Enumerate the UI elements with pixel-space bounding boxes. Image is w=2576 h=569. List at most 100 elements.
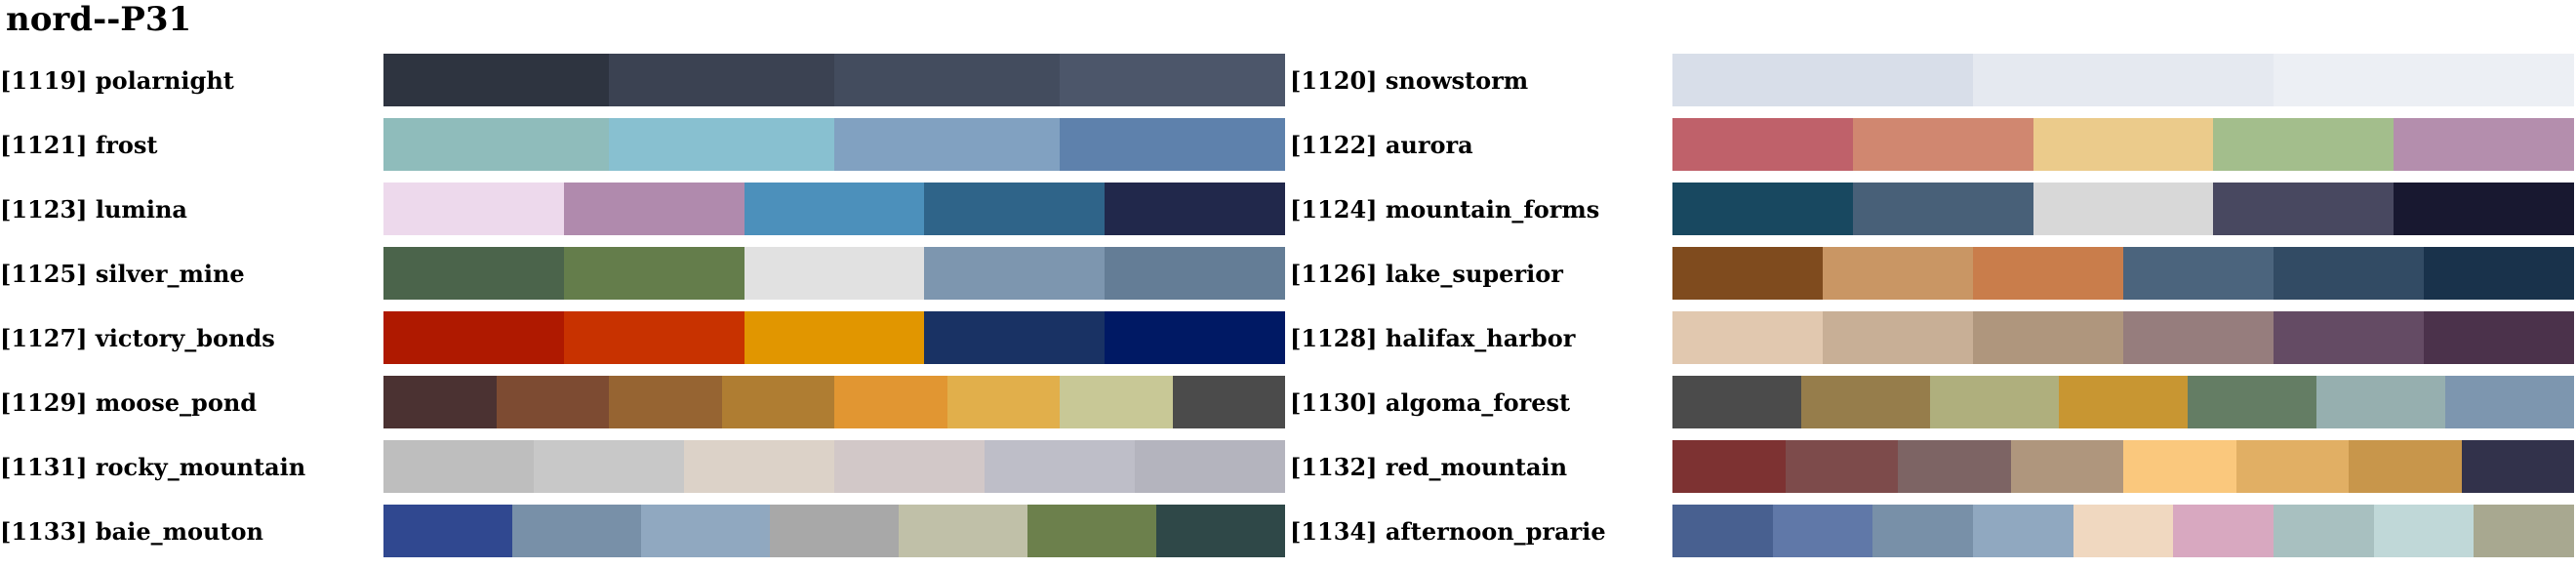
- color-swatch: [2424, 311, 2574, 364]
- color-swatch: [2213, 118, 2395, 171]
- color-swatch: [1852, 118, 2033, 171]
- palette-swatch-bar: [1672, 440, 2574, 493]
- palette-swatch-bar: [383, 505, 1285, 557]
- palette-label: [1133] baie_mouton: [0, 516, 263, 546]
- palette-swatch-bar: [383, 54, 1285, 106]
- color-swatch: [899, 505, 1027, 557]
- color-swatch: [512, 505, 641, 557]
- color-swatch: [1672, 183, 1853, 235]
- color-swatch: [834, 54, 1060, 106]
- palette-swatch-bar: [383, 440, 1285, 493]
- palette-swatch-bar: [383, 118, 1285, 171]
- color-swatch: [1672, 54, 1973, 106]
- color-swatch: [2033, 183, 2214, 235]
- color-swatch: [1027, 505, 1156, 557]
- color-swatch: [744, 247, 925, 300]
- palette-label: [1134] afternoon_prarie: [1290, 516, 1606, 546]
- color-swatch: [1823, 311, 1973, 364]
- color-swatch: [1898, 440, 2011, 493]
- color-swatch: [2274, 505, 2374, 557]
- color-swatch: [744, 311, 925, 364]
- color-swatch: [1172, 376, 1285, 428]
- color-swatch: [1973, 54, 2274, 106]
- color-swatch: [2213, 183, 2395, 235]
- color-swatch: [1105, 311, 1285, 364]
- color-swatch: [609, 118, 834, 171]
- palette-swatch-bar: [1672, 247, 2574, 300]
- color-swatch: [2274, 54, 2574, 106]
- color-swatch: [383, 311, 564, 364]
- palette-label: [1119] polarnight: [0, 65, 234, 95]
- palette-label: [1132] red_mountain: [1290, 452, 1568, 481]
- color-swatch: [1105, 247, 1285, 300]
- color-swatch: [2123, 311, 2274, 364]
- color-swatch: [834, 440, 985, 493]
- color-swatch: [609, 376, 722, 428]
- color-swatch: [2445, 376, 2574, 428]
- color-swatch: [924, 183, 1106, 235]
- palette-swatch-bar: [383, 247, 1285, 300]
- color-swatch: [1772, 505, 1873, 557]
- color-swatch: [1973, 311, 2123, 364]
- color-swatch: [1672, 505, 1773, 557]
- color-swatch: [2173, 505, 2274, 557]
- color-swatch: [609, 54, 834, 106]
- palette-swatch-bar: [1672, 118, 2574, 171]
- color-swatch: [383, 118, 609, 171]
- color-swatch: [1852, 183, 2033, 235]
- color-swatch: [770, 505, 899, 557]
- color-swatch: [2274, 311, 2424, 364]
- color-swatch: [1801, 376, 1930, 428]
- color-swatch: [721, 376, 834, 428]
- color-swatch: [2316, 376, 2445, 428]
- palette-swatch-bar: [383, 376, 1285, 428]
- palette-swatch-bar: [1672, 505, 2575, 557]
- color-swatch: [1156, 505, 1285, 557]
- color-swatch: [1105, 183, 1285, 235]
- color-swatch: [2188, 376, 2316, 428]
- palette-label: [1121] frost: [0, 130, 158, 159]
- color-swatch: [563, 183, 745, 235]
- color-swatch: [2123, 440, 2236, 493]
- color-swatch: [2274, 247, 2424, 300]
- color-swatch: [1930, 376, 2059, 428]
- color-swatch: [946, 376, 1060, 428]
- color-swatch: [496, 376, 609, 428]
- color-swatch: [834, 118, 1060, 171]
- color-swatch: [1060, 118, 1285, 171]
- color-swatch: [383, 183, 564, 235]
- color-swatch: [2073, 505, 2174, 557]
- palette-label: [1127] victory_bonds: [0, 323, 275, 352]
- palette-swatch-bar: [1672, 376, 2574, 428]
- color-swatch: [1823, 247, 1973, 300]
- color-swatch: [2474, 505, 2575, 557]
- color-swatch: [985, 440, 1135, 493]
- color-swatch: [383, 376, 497, 428]
- color-swatch: [1672, 376, 1801, 428]
- color-swatch: [2373, 505, 2475, 557]
- palette-swatch-bar: [1672, 54, 2574, 106]
- color-swatch: [2033, 118, 2214, 171]
- palette-label: [1126] lake_superior: [1290, 259, 1563, 288]
- palette-label: [1124] mountain_forms: [1290, 194, 1600, 224]
- color-swatch: [383, 247, 564, 300]
- color-swatch: [1672, 118, 1853, 171]
- palette-swatch-bar: [383, 183, 1285, 235]
- color-swatch: [1785, 440, 1898, 493]
- color-swatch: [2349, 440, 2462, 493]
- color-swatch: [1672, 311, 1823, 364]
- color-swatch: [1973, 247, 2123, 300]
- palette-label: [1128] halifax_harbor: [1290, 323, 1576, 352]
- color-swatch: [1672, 247, 1823, 300]
- palette-swatch-bar: [1672, 311, 2574, 364]
- color-swatch: [684, 440, 834, 493]
- color-swatch: [1135, 440, 1285, 493]
- color-swatch: [924, 247, 1106, 300]
- palette-swatch-bar: [1672, 183, 2574, 235]
- palette-label: [1125] silver_mine: [0, 259, 245, 288]
- palette-label: [1123] lumina: [0, 194, 187, 224]
- color-swatch: [2123, 247, 2274, 300]
- color-swatch: [1060, 54, 1285, 106]
- color-swatch: [383, 54, 609, 106]
- color-swatch: [834, 376, 947, 428]
